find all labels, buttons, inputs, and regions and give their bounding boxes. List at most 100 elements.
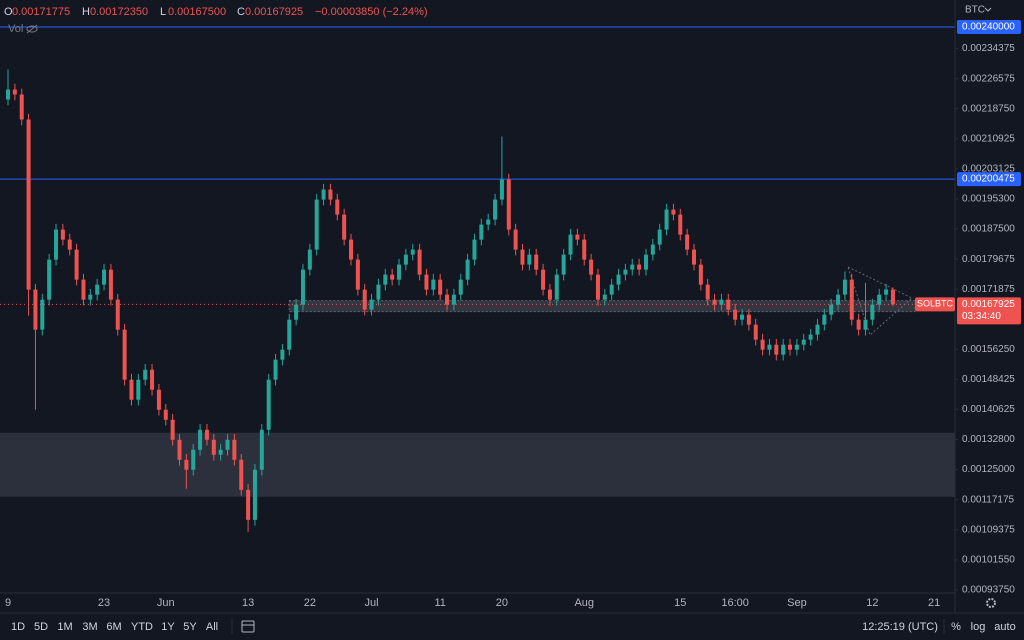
x-tick-label: 21	[928, 597, 940, 609]
chevron-icon	[984, 7, 992, 12]
candle-body	[493, 199, 498, 220]
price-label-bg	[957, 297, 1021, 325]
y-tick-label: 0.00109375	[962, 524, 1015, 535]
scale-option[interactable]: log	[971, 621, 986, 633]
y-tick-label: 0.00218750	[962, 103, 1015, 114]
candle-body	[499, 179, 504, 200]
candle-body	[479, 224, 484, 240]
range-button[interactable]: All	[206, 621, 218, 633]
range-button[interactable]: 6M	[106, 621, 121, 633]
candles	[6, 69, 895, 532]
candle-body	[451, 294, 456, 305]
candle-body	[486, 219, 491, 225]
candle-body	[355, 259, 360, 290]
x-tick-label: Sep	[787, 597, 807, 609]
candle-body	[54, 229, 59, 260]
range-button[interactable]: 1Y	[161, 621, 175, 633]
candle-body	[431, 279, 436, 290]
range-button[interactable]: 5D	[34, 621, 48, 633]
candle-body	[595, 274, 600, 300]
candle-body	[616, 274, 621, 285]
candle-body	[163, 409, 168, 420]
candle-body	[774, 344, 779, 355]
candle-body	[246, 489, 251, 520]
ohlc-value: 0.00167925	[245, 6, 303, 18]
range-button[interactable]: YTD	[131, 621, 153, 633]
candle-body	[808, 334, 813, 340]
candle-body	[534, 254, 539, 270]
candle-body	[211, 439, 216, 455]
y-tick-label: 0.00156250	[962, 344, 1015, 355]
candle-body	[218, 449, 223, 455]
zone	[288, 300, 916, 313]
y-tick-label: 0.00210925	[962, 133, 1015, 144]
candle-body	[767, 344, 772, 350]
candle-body	[102, 269, 107, 285]
candle-body	[287, 319, 292, 350]
ohlc-key: O	[4, 6, 13, 18]
candle-body	[122, 329, 127, 380]
range-button[interactable]: 5Y	[183, 621, 197, 633]
calendar-icon[interactable]	[241, 620, 255, 633]
x-tick-label: 20	[496, 597, 508, 609]
candle-body	[643, 254, 648, 270]
candle-body	[815, 324, 820, 335]
candle-body	[74, 249, 79, 280]
price-line-label-bg	[957, 172, 1021, 187]
eye-off-icon[interactable]	[26, 24, 38, 34]
zones	[0, 300, 955, 497]
candle-body	[321, 189, 326, 200]
candle-body	[458, 279, 463, 295]
y-tick-label: 0.00101550	[962, 554, 1015, 565]
scale-option[interactable]: %	[951, 621, 961, 633]
candle-body	[307, 249, 312, 270]
y-tick-label: 0.00187500	[962, 224, 1015, 235]
candle-body	[445, 294, 450, 305]
ohlc-key: L	[160, 6, 166, 18]
settings-icon[interactable]	[986, 598, 996, 608]
candle-body	[609, 284, 614, 295]
x-tick-label: Jun	[157, 597, 175, 609]
candle-body	[342, 214, 347, 240]
x-tick-label: 9	[5, 597, 11, 609]
candle-body	[685, 234, 690, 250]
y-tick-label: 0.00140625	[962, 404, 1015, 415]
x-tick-label: 16:00	[721, 597, 749, 609]
price-line-label: 0.00240000	[962, 22, 1015, 33]
candle-body	[88, 294, 93, 300]
candle-body	[746, 314, 751, 325]
ohlc-key: H	[82, 6, 90, 18]
candle-body	[397, 264, 402, 280]
candle-body	[184, 459, 189, 470]
range-button[interactable]: 3M	[82, 621, 97, 633]
candle-body	[513, 229, 518, 250]
range-button[interactable]: 1M	[57, 621, 72, 633]
candle-body	[424, 274, 429, 290]
candle-body	[849, 279, 854, 320]
range-button[interactable]: 1D	[11, 621, 25, 633]
candle-body	[362, 289, 367, 310]
y-tick-label: 0.00117175	[962, 494, 1015, 505]
candle-body	[156, 389, 161, 410]
candle-body	[472, 239, 477, 260]
y-tick-label: 0.00171875	[962, 284, 1015, 295]
candle-body	[863, 319, 868, 330]
candle-body	[239, 459, 244, 490]
candle-body	[870, 304, 875, 320]
candle-body	[294, 304, 299, 320]
candle-body	[877, 294, 882, 305]
clock: 12:25:19 (UTC)	[862, 621, 938, 633]
zone	[0, 432, 955, 497]
candle-body	[582, 239, 587, 260]
currency-label[interactable]: BTC	[965, 5, 985, 16]
candle-body	[328, 189, 333, 200]
candle-body	[541, 269, 546, 290]
candle-body	[115, 299, 120, 330]
scale-option[interactable]: auto	[994, 621, 1015, 633]
candle-body	[781, 344, 786, 355]
candle-body	[520, 249, 525, 265]
x-tick-label: 12	[866, 597, 878, 609]
candle-body	[465, 259, 470, 280]
